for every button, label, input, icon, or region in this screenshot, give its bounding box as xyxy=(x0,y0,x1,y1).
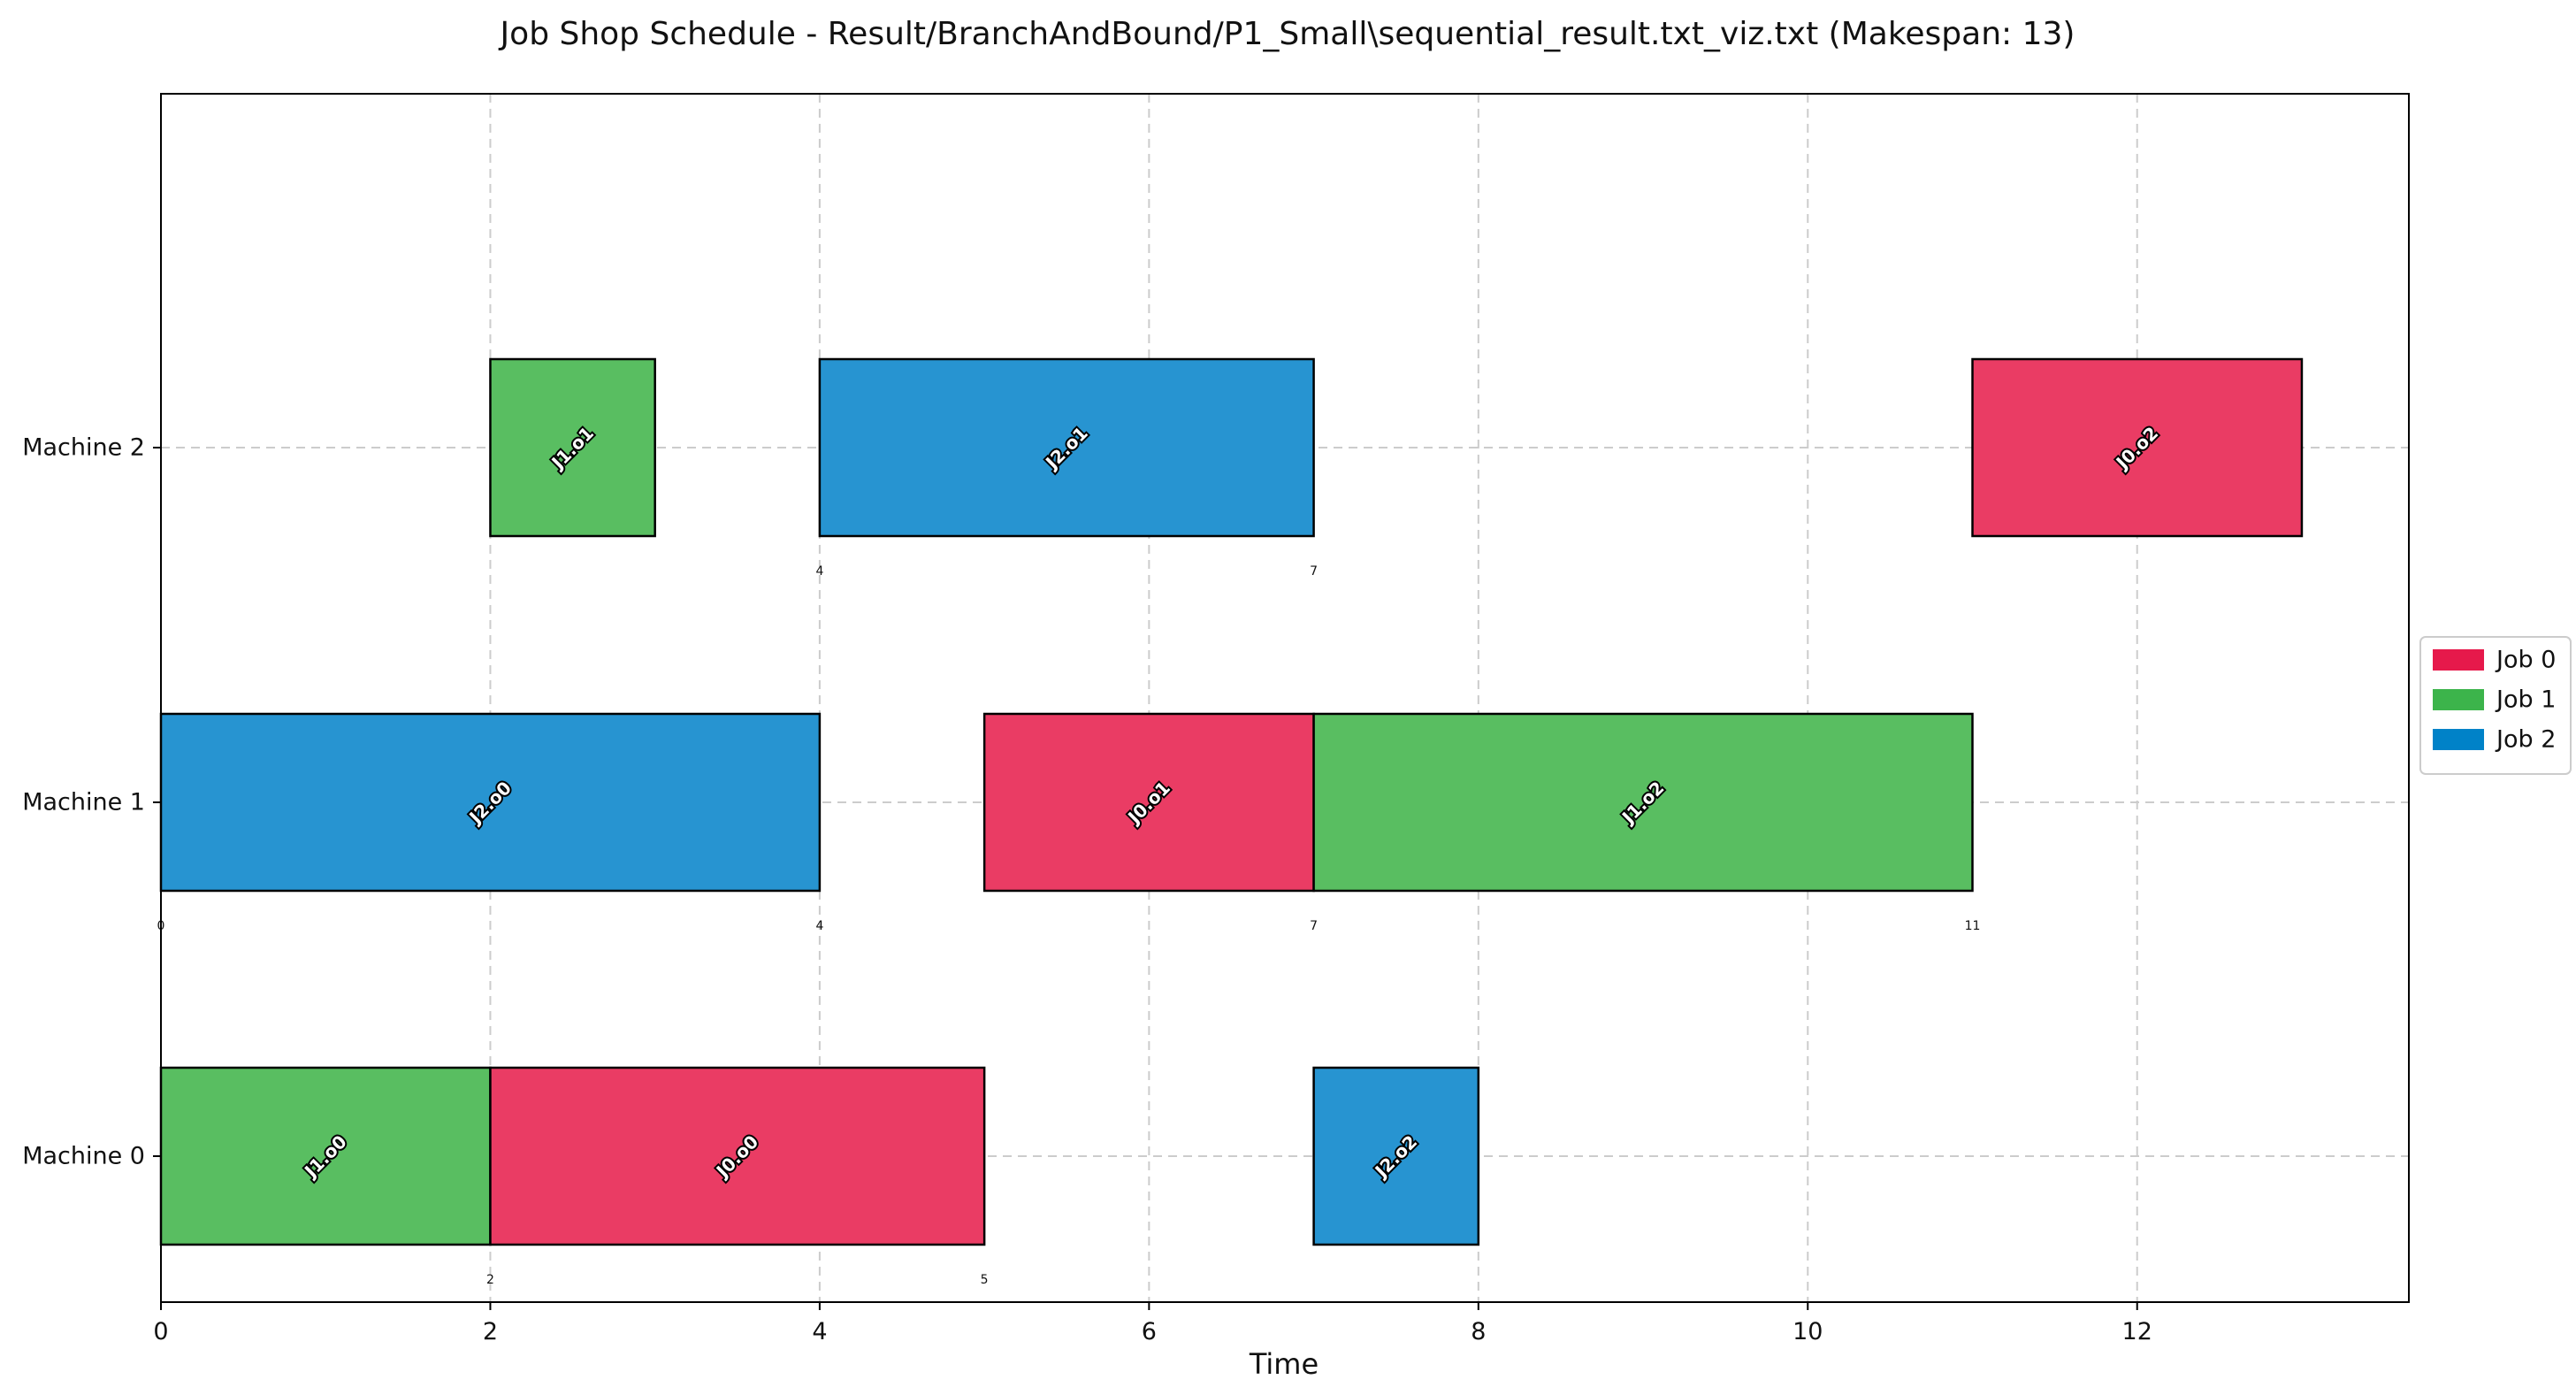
time-label: 2 xyxy=(486,1273,494,1287)
x-tick-label: 4 xyxy=(812,1318,827,1345)
time-label: 7 xyxy=(1310,919,1318,933)
time-label: 5 xyxy=(981,1273,989,1287)
x-tick-label: 0 xyxy=(153,1318,168,1345)
y-tick-label: Machine 2 xyxy=(22,434,145,462)
x-tick-label: 12 xyxy=(2122,1318,2152,1345)
legend-swatch xyxy=(2433,689,2484,710)
plot-frame xyxy=(160,93,2410,1303)
legend-entry: Job 2 xyxy=(2495,726,2556,754)
legend-entry: Job 0 xyxy=(2495,647,2556,674)
legend-swatch xyxy=(2433,649,2484,671)
operation-bar xyxy=(489,1066,986,1246)
operation-bar xyxy=(159,1066,492,1246)
legend-swatch xyxy=(2433,729,2484,750)
operation-bar xyxy=(1312,712,1974,893)
operation-bar xyxy=(818,357,1315,538)
time-label: 7 xyxy=(1310,564,1318,579)
grid-lines xyxy=(160,94,2409,1302)
operation-bar xyxy=(982,712,1315,893)
x-tick-label: 8 xyxy=(1471,1318,1486,1345)
operation-bar xyxy=(1312,1066,1480,1246)
operation-bar xyxy=(489,357,656,538)
legend: Job 0 Job 1 Job 2 xyxy=(2419,636,2572,775)
y-tick-label: Machine 0 xyxy=(22,1143,145,1170)
x-tick-label: 6 xyxy=(1142,1318,1157,1345)
legend-entry: Job 1 xyxy=(2495,686,2556,714)
time-label: 4 xyxy=(815,564,823,579)
x-tick-label: 2 xyxy=(483,1318,498,1345)
axes: 0 2 4 6 8 10 12 Machine 0 Machine 1 Machine 2 xyxy=(22,93,2410,1345)
operation-bar xyxy=(1971,357,2304,538)
time-label: 4 xyxy=(815,919,823,933)
y-tick-label: Machine 1 xyxy=(22,789,145,816)
x-axis-label: Time xyxy=(1249,1347,1319,1381)
x-tick-label: 10 xyxy=(1792,1318,1823,1345)
chart-title: Job Shop Schedule - Result/BranchAndBoun… xyxy=(499,16,2075,52)
time-label: 11 xyxy=(1965,919,1981,933)
